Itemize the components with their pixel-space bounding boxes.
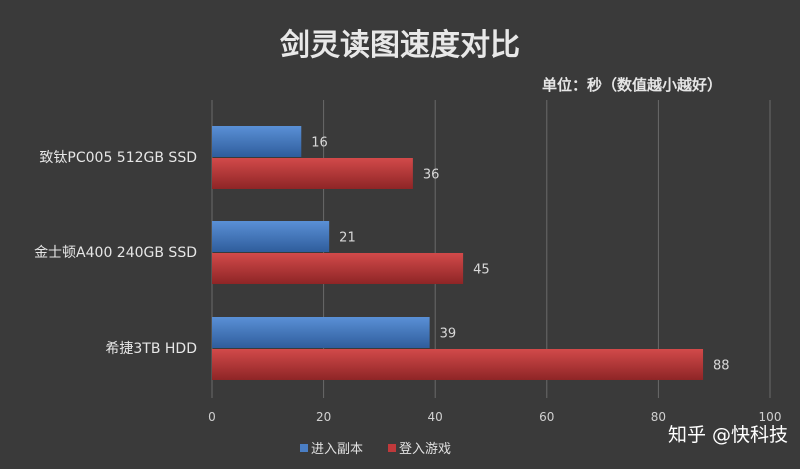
x-tick-label: 100 [759, 410, 782, 424]
legend-swatch-series-1 [300, 444, 308, 452]
legend: 进入副本 登入游戏 [300, 442, 451, 457]
watermark: 知乎 @快科技 [668, 424, 788, 446]
data-label: 21 [339, 231, 356, 246]
x-tick-label: 40 [428, 410, 443, 424]
bars [212, 126, 704, 380]
legend-swatch-series-2 [388, 444, 396, 452]
bar-series-2 [212, 349, 704, 380]
data-label: 45 [473, 263, 490, 278]
x-tick-label: 0 [208, 410, 216, 424]
grid-lines [211, 100, 771, 398]
x-tick-label: 20 [316, 410, 331, 424]
chart-title: 剑灵读图速度对比 [280, 28, 520, 63]
x-tick-label: 80 [651, 410, 666, 424]
category-label: 希捷3TB HDD [105, 341, 197, 357]
legend-label-series-1: 进入副本 [311, 442, 363, 457]
chart-subtitle: 单位：秒（数值越小越好） [542, 76, 722, 94]
data-label: 36 [423, 168, 440, 183]
bar-series-1 [212, 126, 302, 157]
x-tick-label: 60 [539, 410, 554, 424]
labels: 0 20 40 60 80 100 16 36 致钛PC005 512GB SSD 21 45 金士顿… [34, 136, 781, 425]
legend-label-series-2: 登入游戏 [399, 442, 451, 457]
data-label: 16 [311, 136, 328, 151]
bar-series-1 [212, 221, 330, 252]
bar-series-2 [212, 253, 464, 284]
bar-series-2 [212, 158, 413, 189]
data-label: 39 [440, 327, 457, 342]
data-label: 88 [713, 359, 730, 374]
category-label: 致钛PC005 512GB SSD [39, 150, 197, 166]
bar-series-1 [212, 317, 430, 348]
category-label: 金士顿A400 240GB SSD [34, 245, 197, 261]
